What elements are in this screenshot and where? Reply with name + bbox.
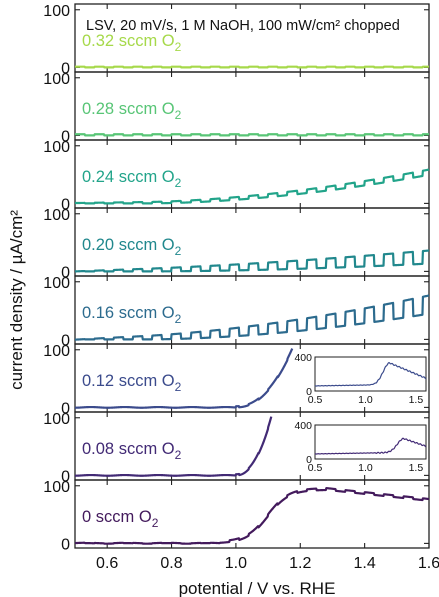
y-tick-label: 100	[43, 479, 70, 496]
series-label: 0.20 sccm O2	[82, 236, 182, 258]
series-line	[74, 65, 430, 69]
inset-y-tick-label: 0	[306, 386, 312, 398]
series-label: 0.16 sccm O2	[82, 304, 182, 326]
inset-x-tick-label: 1.0	[358, 394, 373, 406]
panel-7: 0 100 0.08 sccm O2 0 400 0.5 1.0 1.5	[43, 411, 430, 485]
series-label-subscript: 2	[175, 380, 182, 394]
x-tick-label: 1.2	[289, 555, 311, 572]
series-label-subscript: 2	[175, 40, 182, 54]
panel-8: 0 100 0 sccm O2	[43, 479, 430, 553]
panel-2: 0 100 0.28 sccm O2	[43, 71, 430, 145]
y-tick-label: 0	[61, 536, 70, 553]
series-label-subscript: 2	[175, 312, 182, 326]
series-label-subscript: 2	[175, 108, 182, 122]
series-line	[74, 168, 430, 205]
series-label: 0.28 sccm O2	[82, 100, 182, 122]
series-label: 0.12 sccm O2	[82, 372, 182, 394]
panel-3: 0 100 0.24 sccm O2	[43, 139, 430, 213]
y-tick-label: 0	[61, 400, 70, 417]
y-tick-label: 100	[43, 71, 70, 88]
y-tick-label: 0	[61, 196, 70, 213]
y-tick-label: 0	[61, 332, 70, 349]
y-tick-label: 100	[43, 3, 70, 20]
x-tick-label: 0.6	[96, 555, 118, 572]
x-tick-label: 1.0	[225, 555, 247, 572]
x-axis-label: potential / V vs. RHE	[179, 579, 336, 597]
panel-5: 0 100 0.16 sccm O2	[43, 275, 430, 349]
series-label: 0 sccm O2	[82, 508, 159, 530]
inset-x-tick-label: 1.5	[409, 462, 424, 474]
series-line	[74, 487, 430, 545]
inset-y-tick-label: 0	[306, 454, 312, 466]
y-tick-label: 0	[61, 468, 70, 485]
y-tick-label: 0	[61, 264, 70, 281]
inset-x-tick-label: 1.0	[358, 462, 373, 474]
series-label: 0.08 sccm O2	[82, 440, 182, 462]
series-line	[74, 249, 430, 273]
inset-line	[314, 437, 427, 455]
y-tick-label: 0	[61, 60, 70, 77]
series-line	[74, 294, 430, 341]
panel-frame	[74, 479, 430, 549]
series-line	[74, 348, 294, 409]
inset-y-tick-label: 400	[294, 420, 312, 432]
series-label-subscript: 2	[152, 516, 159, 530]
series-label: 0.32 sccm O2	[82, 32, 182, 54]
inset-y-tick-label: 400	[294, 352, 312, 364]
x-tick-label: 1.4	[354, 555, 376, 572]
y-tick-label: 0	[61, 128, 70, 145]
series-line	[74, 416, 273, 477]
inset-x-tick-label: 0.5	[308, 462, 323, 474]
inset-x-tick-label: 0.5	[308, 394, 323, 406]
inset-chart: 0 400 0.5 1.0 1.5	[294, 352, 427, 406]
series-label-subscript: 2	[175, 448, 182, 462]
inset-x-tick-label: 1.5	[409, 394, 424, 406]
series-label-subscript: 2	[175, 176, 182, 190]
series-label-subscript: 2	[175, 244, 182, 258]
y-tick-label: 100	[43, 411, 70, 428]
inset-line	[314, 361, 427, 387]
series-label: 0.24 sccm O2	[82, 168, 182, 190]
y-tick-label: 100	[43, 139, 70, 156]
x-tick-label: 1.6	[418, 555, 439, 572]
y-tick-label: 100	[43, 275, 70, 292]
y-tick-label: 100	[43, 343, 70, 360]
panel-6: 0 100 0.12 sccm O2 0 400 0.5 1.0 1.5	[43, 343, 430, 417]
inset-chart: 0 400 0.5 1.0 1.5	[294, 420, 427, 474]
panel-4: 0 100 0.20 sccm O2	[43, 207, 430, 281]
y-axis-label: current density / µA/cm²	[7, 210, 26, 390]
y-tick-label: 100	[43, 207, 70, 224]
chart-title: LSV, 20 mV/s, 1 M NaOH, 100 mW/cm² chopp…	[86, 18, 400, 34]
x-tick-label: 0.8	[160, 555, 182, 572]
series-line	[74, 133, 430, 137]
panel-1: 0 100 0.32 sccm O2	[43, 3, 430, 77]
x-axis: 0.6 0.8 1.0 1.2 1.4 1.6	[96, 555, 439, 572]
